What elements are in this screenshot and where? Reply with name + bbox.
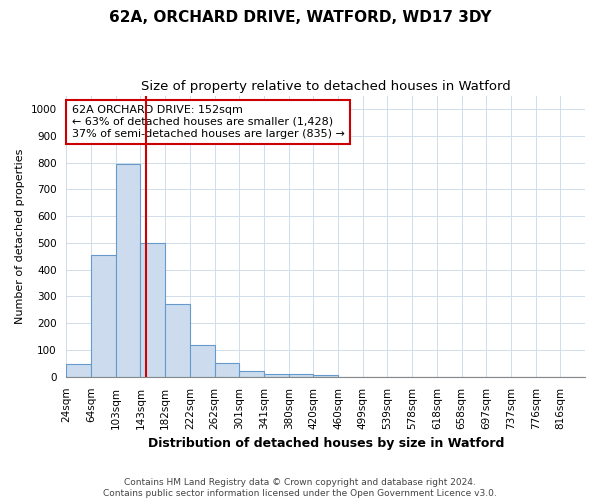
Bar	[67, 364, 91, 377]
X-axis label: Distribution of detached houses by size in Watford: Distribution of detached houses by size …	[148, 437, 504, 450]
Text: 62A ORCHARD DRIVE: 152sqm
← 63% of detached houses are smaller (1,428)
37% of se: 62A ORCHARD DRIVE: 152sqm ← 63% of detac…	[71, 106, 344, 138]
Bar	[239, 370, 264, 377]
Bar	[91, 255, 116, 377]
Bar	[215, 362, 239, 377]
Text: Contains HM Land Registry data © Crown copyright and database right 2024.
Contai: Contains HM Land Registry data © Crown c…	[103, 478, 497, 498]
Text: 62A, ORCHARD DRIVE, WATFORD, WD17 3DY: 62A, ORCHARD DRIVE, WATFORD, WD17 3DY	[109, 10, 491, 25]
Bar	[313, 374, 338, 377]
Title: Size of property relative to detached houses in Watford: Size of property relative to detached ho…	[141, 80, 511, 93]
Y-axis label: Number of detached properties: Number of detached properties	[15, 148, 25, 324]
Bar	[140, 243, 165, 377]
Bar	[264, 374, 289, 377]
Bar	[116, 164, 140, 377]
Bar	[289, 374, 313, 377]
Bar	[165, 304, 190, 377]
Bar	[190, 344, 215, 377]
